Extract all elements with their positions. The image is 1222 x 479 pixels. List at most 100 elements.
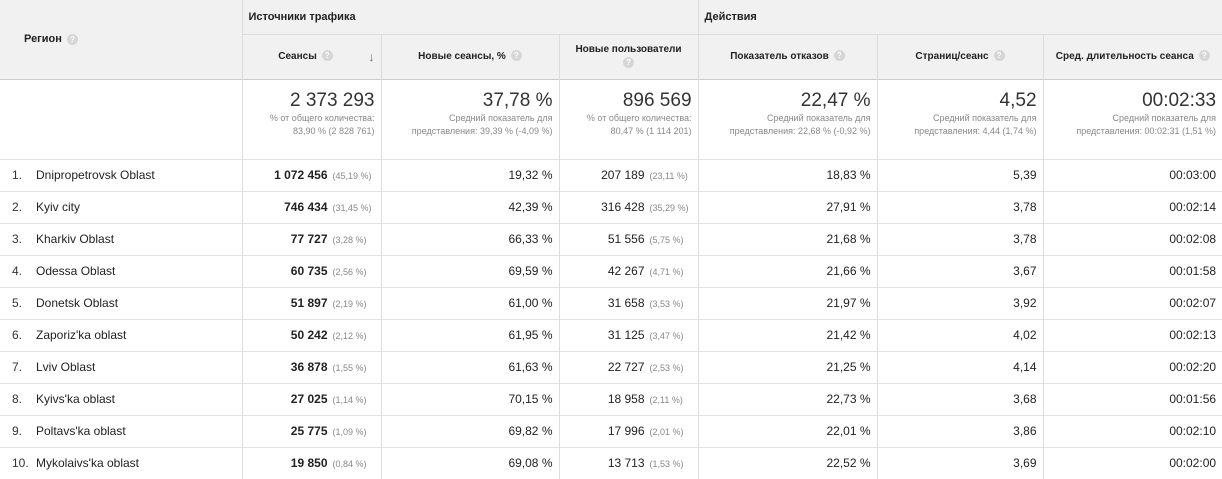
help-icon[interactable]: ?: [1198, 50, 1210, 62]
traffic-sources-group-header: Источники трафика: [241, 0, 699, 34]
totals-cell: 00:02:33 Средний показатель для представ…: [1042, 78, 1222, 159]
region-cell: 4. Odessa Oblast: [0, 254, 242, 287]
column-header-new-sessions[interactable]: Новые сеансы, %?: [380, 33, 559, 79]
new-users-percent: (3,53 %): [649, 299, 684, 309]
avg-duration-cell: 00:02:00: [1042, 446, 1222, 479]
total-value: 37,78 %: [482, 89, 553, 111]
new-users-cell: 17 996 (2,01 %): [558, 414, 699, 447]
total-value: 2 373 293: [289, 89, 375, 111]
region-link[interactable]: Lviv Oblast: [36, 360, 96, 374]
table-row[interactable]: 1. Dnipropetrovsk Oblast 1 072 456 (45,19 %…: [0, 158, 1222, 191]
totals-cell: 2 373 293 % от общего количества: 83,90 …: [241, 78, 381, 159]
new-users-value: 316 428: [601, 200, 645, 214]
help-icon[interactable]: ?: [993, 50, 1005, 62]
table-row[interactable]: 8. Kyivs'ka oblast 27 025 (1,14 %) 70,15 % 18…: [0, 382, 1222, 415]
table-row[interactable]: 10. Mykolaivs'ka oblast 19 850 (0,84 %) 69,0…: [0, 446, 1222, 479]
table-row[interactable]: 7. Lviv Oblast 36 878 (1,55 %) 61,63 % 22 727…: [0, 350, 1222, 383]
region-link[interactable]: Mykolaivs'ka oblast: [36, 456, 139, 471]
total-value: 4,52: [999, 89, 1037, 111]
row-index: 1.: [12, 168, 23, 182]
bounce-rate-cell: 21,25 %: [697, 350, 878, 383]
column-header-label: Новые сеансы, %: [418, 50, 506, 62]
region-link[interactable]: Kyivs'ka oblast: [36, 392, 115, 406]
bounce-rate-cell: 21,97 %: [697, 286, 878, 319]
column-header-avg-session-duration[interactable]: Сред. длительность сеанса?: [1042, 33, 1222, 79]
new-users-percent: (5,75 %): [649, 235, 684, 245]
table-row[interactable]: 2. Kyiv city 746 434 (31,45 %) 42,39 % 316 42…: [0, 190, 1222, 223]
avg-duration-cell: 00:02:13: [1042, 318, 1222, 351]
region-link[interactable]: Kyiv city: [36, 200, 81, 214]
row-index: 10.: [12, 456, 29, 471]
new-users-value: 13 713: [607, 456, 645, 471]
sessions-percent: (1,14 %): [332, 395, 367, 405]
row-index: 6.: [12, 328, 23, 342]
region-link[interactable]: Zaporiz'ka oblast: [36, 328, 127, 342]
sessions-value: 60 735: [290, 264, 328, 278]
new-users-cell: 42 267 (4,71 %): [558, 254, 699, 287]
region-link[interactable]: Odessa Oblast: [36, 264, 116, 278]
sessions-value: 746 434: [284, 200, 328, 214]
total-sub-2: представления: 39,39 % (-4,09 %): [411, 125, 553, 136]
sessions-percent: (2,12 %): [332, 331, 367, 341]
help-icon[interactable]: ?: [833, 50, 845, 62]
data-rows: 1. Dnipropetrovsk Oblast 1 072 456 (45,19 %…: [0, 158, 1222, 479]
bounce-rate-cell: 21,42 %: [697, 318, 878, 351]
bounce-rate-cell: 18,83 %: [697, 158, 878, 191]
row-index: 7.: [12, 360, 23, 374]
new-sessions-cell: 69,82 %: [380, 414, 559, 447]
table-row[interactable]: 5. Donetsk Oblast 51 897 (2,19 %) 61,00 % 31 …: [0, 286, 1222, 319]
sessions-percent: (0,84 %): [332, 459, 367, 470]
new-users-value: 22 727: [607, 360, 645, 374]
avg-duration-cell: 00:02:08: [1042, 222, 1222, 255]
sessions-value: 19 850: [290, 456, 328, 471]
new-sessions-cell: 69,59 %: [380, 254, 559, 287]
region-link[interactable]: Poltavs'ka oblast: [36, 424, 126, 438]
pages-per-session-cell: 3,86: [876, 414, 1044, 447]
new-users-percent: (1,53 %): [649, 459, 684, 470]
region-link[interactable]: Dnipropetrovsk Oblast: [36, 168, 155, 182]
total-value: 22,47 %: [800, 89, 871, 111]
help-icon[interactable]: ?: [321, 50, 333, 62]
new-users-cell: 31 658 (3,53 %): [558, 286, 699, 319]
region-column-header[interactable]: Регион?: [0, 0, 242, 79]
table-row[interactable]: 6. Zaporiz'ka oblast 50 242 (2,12 %) 61,95 %…: [0, 318, 1222, 351]
column-header-label: Показатель отказов: [730, 50, 829, 62]
new-users-value: 31 658: [607, 296, 645, 310]
table-row[interactable]: 3. Kharkiv Oblast 77 727 (3,28 %) 66,33 % 51 …: [0, 222, 1222, 255]
sessions-percent: (3,28 %): [332, 235, 367, 245]
sessions-value: 77 727: [290, 232, 328, 246]
pages-per-session-cell: 3,78: [876, 190, 1044, 223]
row-index: 3.: [12, 232, 23, 246]
help-icon[interactable]: ?: [66, 33, 78, 45]
new-users-cell: 18 958 (2,11 %): [558, 382, 699, 415]
sessions-cell: 746 434 (31,45 %): [241, 190, 381, 223]
help-icon[interactable]: ?: [510, 50, 522, 62]
totals-cell: 4,52 Средний показатель для представлени…: [876, 78, 1044, 159]
help-icon[interactable]: ?: [623, 57, 634, 69]
avg-duration-cell: 00:02:14: [1042, 190, 1222, 223]
totals-row: 2 373 293 % от общего количества: 83,90 …: [0, 78, 1222, 159]
bounce-rate-cell: 21,68 %: [697, 222, 878, 255]
column-header-sessions[interactable]: Сеансы? ↓: [241, 33, 381, 79]
region-cell: 1. Dnipropetrovsk Oblast: [0, 158, 242, 191]
new-users-cell: 13 713 (1,53 %): [558, 446, 699, 479]
bounce-rate-cell: 22,01 %: [697, 414, 878, 447]
column-header-new-users[interactable]: Новые пользователи?: [558, 33, 699, 79]
bounce-rate-cell: 27,91 %: [697, 190, 878, 223]
column-header-pages-per-session[interactable]: Страниц/сеанс?: [876, 33, 1044, 79]
new-users-cell: 31 125 (3,47 %): [558, 318, 699, 351]
avg-duration-cell: 00:02:10: [1042, 414, 1222, 447]
table-row[interactable]: 9. Poltavs'ka oblast 25 775 (1,09 %) 69,82 %…: [0, 414, 1222, 447]
sessions-percent: (2,56 %): [332, 267, 367, 277]
column-header-label: Сред. длительность сеанса: [1055, 50, 1194, 62]
new-users-cell: 22 727 (2,53 %): [558, 350, 699, 383]
region-link[interactable]: Donetsk Oblast: [36, 296, 119, 310]
column-header-bounce-rate[interactable]: Показатель отказов?: [697, 33, 878, 79]
region-cell: 3. Kharkiv Oblast: [0, 222, 242, 255]
table-row[interactable]: 4. Odessa Oblast 60 735 (2,56 %) 69,59 % 42 2…: [0, 254, 1222, 287]
sessions-value: 36 878: [290, 360, 328, 374]
new-sessions-cell: 61,95 %: [380, 318, 559, 351]
sort-desc-icon[interactable]: ↓: [368, 49, 375, 64]
avg-duration-cell: 00:02:07: [1042, 286, 1222, 319]
region-link[interactable]: Kharkiv Oblast: [36, 232, 115, 246]
